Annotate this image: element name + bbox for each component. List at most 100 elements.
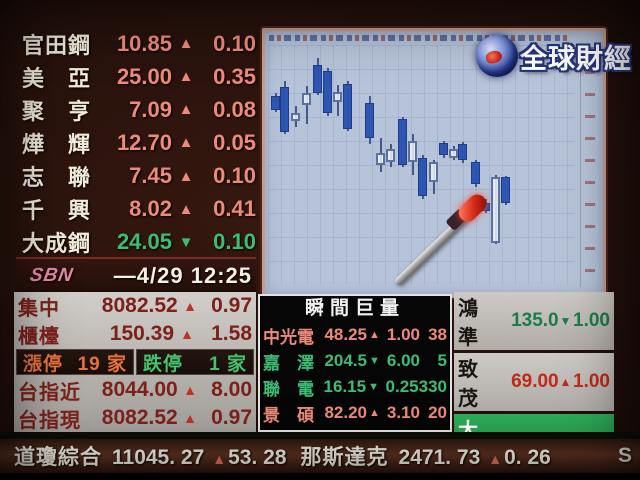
stock-name: 官田鋼: [22, 32, 92, 58]
up-arrow-icon: ▲: [183, 410, 198, 426]
watch-row: 致 茂 69.00 ▲ 1.00: [454, 353, 614, 411]
table-row: 景 碩 82.20 ▲ 3.10 20: [260, 400, 450, 426]
price-change: 0.05: [213, 129, 256, 155]
bottom-black-strip: [0, 473, 640, 480]
chart-header-ticker-text: [269, 35, 569, 41]
stock-name: 嘉 澤: [263, 353, 314, 373]
down-arrow-icon: ▼: [369, 355, 380, 367]
limit-down-label: 跌停: [143, 353, 184, 375]
limit-row: 漲停 19 家 跌停 1 家: [16, 349, 254, 375]
quote-row: 美 亞 25.00 ▲ 0.35: [22, 61, 256, 92]
down-arrow-icon: ▼: [368, 381, 379, 393]
down-arrow-icon: ▼: [559, 314, 572, 328]
stock-price: 7.45: [129, 163, 172, 189]
stock-price: 82.20: [324, 403, 367, 422]
stock-name: 中光電: [263, 327, 314, 347]
quote-row: 志 聯 7.45 ▲ 0.10: [22, 161, 256, 192]
index-name: 那斯達克: [300, 446, 389, 469]
table-row: 嘉 澤 204.5 ▼ 6.00 5: [260, 348, 450, 374]
volume-value: 5: [437, 351, 447, 370]
quote-row: 燁 輝 12.70 ▲ 0.05: [22, 127, 256, 158]
index-name: 櫃檯: [18, 325, 60, 348]
up-arrow-icon: ▲: [178, 101, 194, 119]
stock-price: 204.5: [324, 351, 367, 370]
limit-up-count: 19 家: [77, 353, 127, 375]
index-panel: 集中 8082.52 ▲ 0.97 櫃檯 150.39 ▲ 1.58 漲停 19…: [14, 292, 256, 432]
index-row: 櫃檯 150.39 ▲ 1.58: [14, 320, 256, 348]
stock-price: 7.09: [129, 96, 172, 122]
stock-quote-list: 官田鋼 10.85 ▲ 0.10 美 亞 25.00 ▲ 0.35 聚 亨 7.…: [22, 28, 256, 258]
quote-row: 官田鋼 10.85 ▲ 0.10: [22, 28, 256, 59]
down-arrow-icon: ▼: [178, 233, 194, 251]
price-change: 1.00: [573, 310, 610, 331]
stock-name: 大成鋼: [22, 231, 92, 257]
futures-name: 台指近: [18, 381, 81, 404]
table-row: 聯 電 16.15 ▼ 0.25 330: [260, 374, 450, 400]
volume-value: 330: [418, 377, 448, 396]
candlestick-plot: [268, 45, 574, 285]
index-change: 1.58: [211, 322, 252, 345]
stock-price: 10.85: [116, 30, 172, 56]
up-arrow-icon: ▲: [212, 451, 227, 467]
up-arrow-icon: ▲: [559, 375, 572, 389]
volume-value: 38: [428, 325, 447, 344]
stock-name: 美 亞: [22, 65, 92, 91]
index-value: 150.39: [109, 322, 174, 345]
up-arrow-icon: ▲: [178, 68, 194, 86]
stock-name: 鴻 準: [458, 298, 498, 349]
quote-row: 千 興 8.02 ▲ 0.41: [22, 194, 256, 225]
price-change: 0.10: [213, 163, 256, 189]
price-change: 3.10: [386, 403, 420, 422]
futures-change: 0.97: [211, 406, 252, 429]
limit-down-box: 跌停 1 家: [136, 349, 254, 375]
stock-name: 千 興: [22, 198, 92, 224]
world-index-ticker: 道瓊綜合 11045. 27 ▲ 53. 28 那斯達克 2471. 73 ▲ …: [0, 439, 640, 473]
price-change: 0.08: [213, 96, 256, 122]
futures-change: 8.00: [211, 378, 252, 401]
up-arrow-icon: ▲: [183, 382, 198, 398]
up-arrow-icon: ▲: [180, 326, 194, 342]
stock-price: 24.05: [116, 229, 172, 255]
clock-bar: SBN —4/29 12:25: [16, 257, 256, 292]
table-row: 中光電 48.25 ▲ 1.00 38: [260, 322, 450, 348]
index-change: 0. 26: [504, 446, 551, 469]
table-title: 瞬間巨量: [304, 298, 405, 319]
price-change: 1.00: [573, 371, 610, 392]
futures-value: 8044.00: [101, 378, 178, 401]
index-name: 道瓊綜合: [14, 446, 102, 469]
sbn-logo: SBN: [28, 264, 76, 286]
y-axis-ticks: [580, 43, 601, 287]
index-value: 2471. 73: [398, 446, 481, 469]
up-arrow-icon: ▲: [178, 35, 194, 52]
stock-price: 25.00: [116, 63, 172, 89]
index-name: 集中: [18, 297, 60, 320]
up-arrow-icon: ▲: [178, 134, 194, 152]
price-change: 0.35: [213, 63, 256, 89]
date-time: —4/29 12:25: [113, 262, 252, 288]
quote-row: 聚 亨 7.09 ▲ 0.08: [22, 94, 256, 125]
ticker-suffix: S: [617, 444, 632, 467]
up-arrow-icon: ▲: [369, 407, 380, 419]
price-change: 6.00: [386, 351, 420, 370]
stock-name: 景 碩: [263, 405, 314, 425]
stock-price: 135.0: [511, 310, 559, 331]
price-change: 1.00: [386, 325, 420, 344]
ticker-divider: [0, 432, 640, 439]
stock-price: 8.02: [129, 196, 172, 222]
stock-price: 69.00: [511, 371, 559, 392]
channel-name: 全球財經: [520, 43, 632, 74]
up-arrow-icon: ▲: [369, 329, 380, 341]
index-value: 11045. 27: [112, 446, 205, 469]
ticker-item: 那斯達克 2471. 73 ▲ 0. 26: [301, 441, 551, 471]
price-change: 0.10: [213, 30, 256, 56]
stock-price: 48.25: [324, 325, 367, 344]
futures-row: 台指近 8044.00 ▲ 8.00: [14, 376, 256, 404]
watch-row: 鴻 準 135.0 ▼ 1.00: [454, 292, 614, 350]
price-change: 0.25: [385, 377, 419, 396]
stock-name: 致 茂: [458, 359, 498, 410]
limit-down-count: 1 家: [209, 353, 247, 375]
instant-volume-table: 瞬間巨量 中光電 48.25 ▲ 1.00 38 嘉 澤 204.5 ▼ 6.0…: [258, 294, 452, 432]
up-arrow-icon: ▲: [178, 200, 194, 218]
futures-row: 台指現 8082.52 ▲ 0.97: [14, 404, 256, 432]
